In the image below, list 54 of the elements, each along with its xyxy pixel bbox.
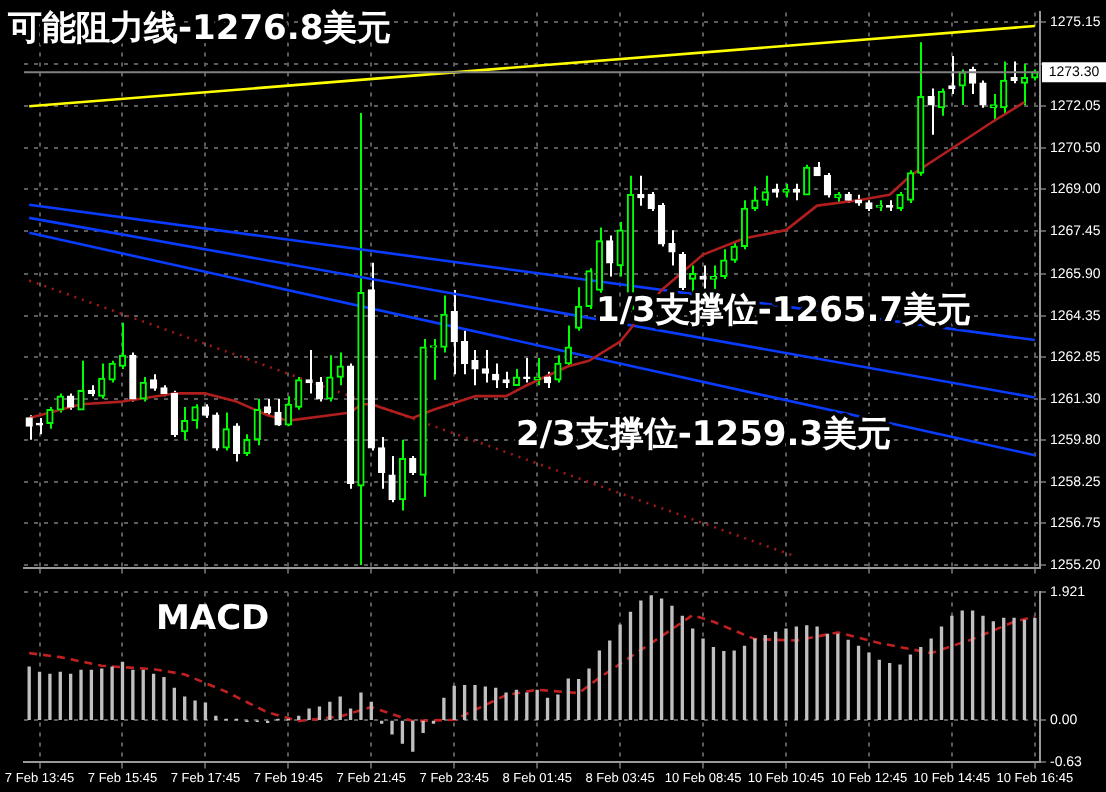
candlestick (450, 289, 458, 376)
candlestick (979, 79, 987, 109)
candlestick (585, 267, 593, 311)
candlestick (170, 389, 178, 438)
candlestick (958, 68, 966, 106)
candlestick (409, 455, 417, 477)
candlestick (730, 240, 738, 264)
candlestick (46, 406, 54, 430)
candlestick (1020, 63, 1029, 106)
candlestick (554, 354, 562, 384)
candlestick (295, 376, 303, 411)
annotation: 可能阻力线-1276.8美元 (6, 8, 392, 49)
candlestick (326, 354, 334, 403)
candlestick (906, 169, 915, 204)
candlestick (720, 248, 728, 281)
annotation: 2/3支撑位-1259.3美元 (516, 414, 892, 455)
candlestick (253, 397, 261, 447)
candlestick (77, 359, 85, 411)
candlestick (668, 229, 676, 267)
candlestick (25, 414, 33, 441)
candlestick (139, 376, 147, 403)
candlestick (129, 351, 137, 403)
candlestick (637, 174, 645, 207)
candlestick (243, 433, 251, 458)
candlestick (678, 250, 686, 291)
candlestick (398, 438, 407, 512)
candlestick (564, 324, 572, 368)
candlestick (305, 348, 313, 395)
candlestick (232, 422, 241, 463)
candlestick (315, 376, 324, 403)
candlestick (56, 392, 64, 414)
candlestick (647, 191, 655, 213)
candlestick (378, 435, 386, 490)
candlestick (191, 403, 199, 430)
candlestick (98, 362, 106, 400)
candlestick (460, 329, 469, 376)
candlestick (574, 286, 583, 332)
candlestick (440, 294, 448, 354)
candlestick (274, 397, 282, 428)
candlestick (616, 220, 624, 278)
candlestick (222, 411, 230, 452)
candlestick (481, 348, 490, 384)
candlestick (388, 455, 396, 504)
candlestick (1010, 60, 1018, 85)
candlestick (896, 191, 904, 213)
candlestick (108, 359, 116, 384)
candlestick (948, 54, 956, 96)
chart-title: MACD (156, 598, 270, 639)
candlestick (751, 185, 759, 213)
candlestick (761, 174, 769, 207)
candlestick (927, 87, 935, 136)
candlestick (471, 348, 479, 387)
candlestick (606, 234, 614, 278)
candlestick (212, 411, 220, 452)
